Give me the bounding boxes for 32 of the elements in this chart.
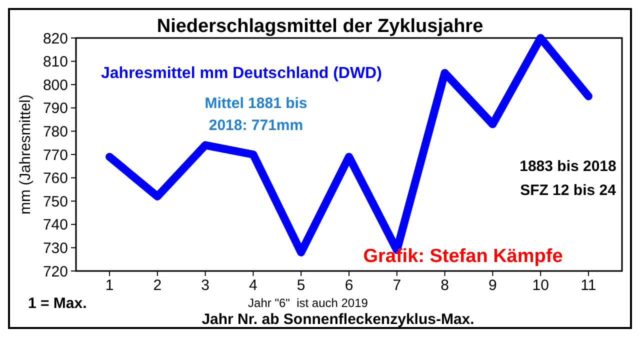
x-tick-label: 4 [249, 277, 258, 294]
text: Jahresmittel mm Deutschland (DWD) [101, 65, 382, 82]
x-axis-title: Jahr Nr. ab Sonnenfleckenzyklus-Max. [202, 311, 474, 328]
y-tick-label: 730 [42, 240, 68, 257]
x-tick-label: 3 [201, 277, 210, 294]
annotation: Mittel 1881 bis 2018: 771mm [204, 95, 308, 134]
annotation: SFZ 12 bis 24 [520, 182, 617, 199]
chart-title: Niederschlagsmittel der Zyklusjahre [156, 16, 484, 37]
x-tick-label: 9 [488, 277, 497, 294]
y-axis-title: mm (Jahresmittel) [17, 94, 34, 215]
y-tick-label: 740 [42, 216, 68, 234]
x-tick-label: 6 [344, 277, 354, 294]
annotation: Grafik: Stefan Kämpfe [363, 246, 563, 267]
text: 1 = Max. [28, 295, 87, 312]
y-tick-label: 760 [42, 170, 68, 188]
y-tick-label: 770 [42, 146, 68, 164]
x-tick-label: 1 [105, 277, 114, 294]
x-tick-label: 8 [440, 277, 449, 294]
y-tick-label: 820 [42, 30, 68, 48]
y-tick-label: 720 [42, 263, 68, 280]
x-tick-label: 7 [392, 277, 402, 294]
x-tick-label: 5 [296, 277, 306, 294]
y-tick-label: 750 [42, 193, 68, 210]
x-tick-label: 11 [580, 277, 596, 294]
x-tick-label: 10 [532, 277, 549, 294]
y-tick-label: 780 [42, 123, 68, 140]
y-tick-label: 810 [42, 54, 68, 71]
annotation: 1883 bis 2018 [520, 158, 616, 175]
y-tick-label: 800 [42, 76, 68, 94]
x-tick-label: 2 [153, 277, 162, 294]
y-tick-label: 790 [42, 100, 68, 118]
text: Jahr "6" ist auch 2019 [248, 296, 368, 310]
